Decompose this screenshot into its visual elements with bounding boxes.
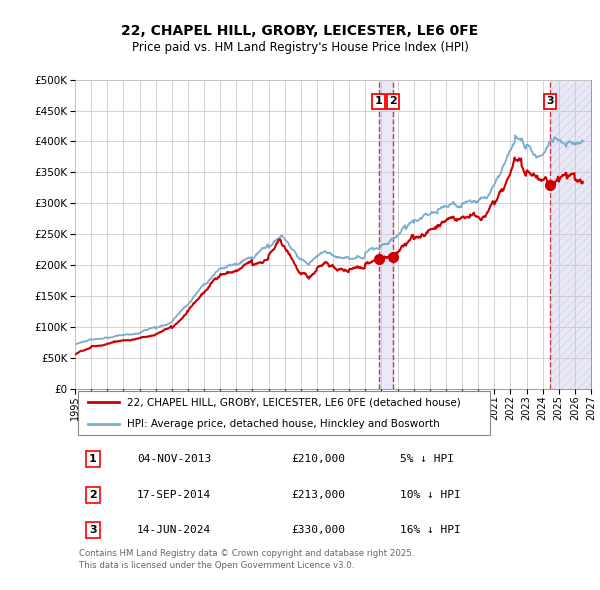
Text: 22, CHAPEL HILL, GROBY, LEICESTER, LE6 0FE: 22, CHAPEL HILL, GROBY, LEICESTER, LE6 0… (121, 24, 479, 38)
FancyBboxPatch shape (77, 391, 490, 435)
Text: Price paid vs. HM Land Registry's House Price Index (HPI): Price paid vs. HM Land Registry's House … (131, 41, 469, 54)
Text: 22, CHAPEL HILL, GROBY, LEICESTER, LE6 0FE (detached house): 22, CHAPEL HILL, GROBY, LEICESTER, LE6 0… (127, 397, 460, 407)
Text: 2: 2 (89, 490, 97, 500)
Text: 04-NOV-2013: 04-NOV-2013 (137, 454, 211, 464)
Text: Contains HM Land Registry data © Crown copyright and database right 2025.
This d: Contains HM Land Registry data © Crown c… (79, 549, 415, 570)
Text: £210,000: £210,000 (292, 454, 346, 464)
Text: £330,000: £330,000 (292, 525, 346, 535)
Text: 10% ↓ HPI: 10% ↓ HPI (400, 490, 461, 500)
Text: 14-JUN-2024: 14-JUN-2024 (137, 525, 211, 535)
Text: 1: 1 (375, 96, 383, 106)
Text: £213,000: £213,000 (292, 490, 346, 500)
Text: 17-SEP-2014: 17-SEP-2014 (137, 490, 211, 500)
Text: 2: 2 (389, 96, 397, 106)
Text: 3: 3 (89, 525, 97, 535)
Bar (550, 80, 591, 389)
Text: 3: 3 (546, 96, 554, 106)
Text: HPI: Average price, detached house, Hinckley and Bosworth: HPI: Average price, detached house, Hinc… (127, 419, 439, 429)
Bar (379, 80, 393, 389)
Bar (550, 80, 591, 389)
Text: 1: 1 (89, 454, 97, 464)
Text: 16% ↓ HPI: 16% ↓ HPI (400, 525, 461, 535)
Text: 5% ↓ HPI: 5% ↓ HPI (400, 454, 454, 464)
